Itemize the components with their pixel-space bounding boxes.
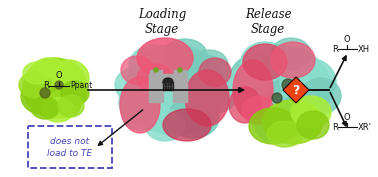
Ellipse shape <box>199 58 231 86</box>
FancyBboxPatch shape <box>173 74 187 102</box>
Ellipse shape <box>121 56 153 84</box>
Ellipse shape <box>163 109 211 141</box>
Ellipse shape <box>227 66 267 102</box>
Ellipse shape <box>241 42 289 82</box>
FancyBboxPatch shape <box>174 70 177 74</box>
Ellipse shape <box>42 98 74 122</box>
Ellipse shape <box>40 88 50 98</box>
Text: O: O <box>56 71 62 80</box>
Text: Ppant: Ppant <box>70 81 92 90</box>
Polygon shape <box>283 77 309 103</box>
Ellipse shape <box>55 81 63 89</box>
Ellipse shape <box>31 97 59 119</box>
Ellipse shape <box>235 46 331 134</box>
Ellipse shape <box>272 93 282 103</box>
FancyBboxPatch shape <box>163 74 173 90</box>
Ellipse shape <box>23 58 87 118</box>
Ellipse shape <box>137 64 173 92</box>
Ellipse shape <box>125 45 225 135</box>
Text: R: R <box>332 45 338 55</box>
Ellipse shape <box>115 67 159 103</box>
Text: R: R <box>332 124 338 133</box>
Text: R: R <box>43 81 49 90</box>
Ellipse shape <box>301 78 341 114</box>
Text: load to TE: load to TE <box>47 149 93 158</box>
Ellipse shape <box>243 44 287 80</box>
Text: Release
Stage: Release Stage <box>245 8 291 36</box>
Ellipse shape <box>58 95 84 117</box>
Text: XR’: XR’ <box>358 124 372 133</box>
Ellipse shape <box>31 58 67 86</box>
Ellipse shape <box>145 109 185 141</box>
Ellipse shape <box>137 38 193 78</box>
Text: O: O <box>344 113 350 122</box>
Ellipse shape <box>49 60 89 96</box>
Ellipse shape <box>229 87 261 123</box>
FancyBboxPatch shape <box>163 82 173 90</box>
Ellipse shape <box>163 78 173 86</box>
Ellipse shape <box>192 50 228 80</box>
Ellipse shape <box>233 60 273 120</box>
FancyBboxPatch shape <box>150 70 153 74</box>
Ellipse shape <box>178 68 182 72</box>
Ellipse shape <box>263 100 323 144</box>
FancyBboxPatch shape <box>149 74 163 102</box>
Ellipse shape <box>230 54 286 102</box>
FancyBboxPatch shape <box>183 70 186 74</box>
Ellipse shape <box>163 39 207 71</box>
Ellipse shape <box>21 78 61 114</box>
FancyBboxPatch shape <box>159 70 162 74</box>
Ellipse shape <box>297 111 329 139</box>
Ellipse shape <box>119 78 175 126</box>
Ellipse shape <box>291 96 331 128</box>
Text: XH: XH <box>358 45 370 55</box>
Text: O: O <box>344 35 350 44</box>
Ellipse shape <box>45 90 81 118</box>
Ellipse shape <box>120 77 160 133</box>
Ellipse shape <box>193 77 237 113</box>
Ellipse shape <box>242 96 274 124</box>
Ellipse shape <box>271 38 311 70</box>
Ellipse shape <box>271 42 315 78</box>
FancyBboxPatch shape <box>28 126 112 168</box>
Ellipse shape <box>154 68 158 72</box>
Ellipse shape <box>19 72 51 98</box>
Ellipse shape <box>23 62 51 84</box>
FancyBboxPatch shape <box>155 70 158 74</box>
Ellipse shape <box>249 108 297 144</box>
Ellipse shape <box>167 98 219 138</box>
Ellipse shape <box>280 58 336 106</box>
Ellipse shape <box>173 55 233 105</box>
Text: Loading
Stage: Loading Stage <box>138 8 186 36</box>
Ellipse shape <box>129 45 181 85</box>
Ellipse shape <box>272 96 324 136</box>
Text: does not: does not <box>50 136 90 145</box>
FancyBboxPatch shape <box>178 70 181 74</box>
Ellipse shape <box>185 70 229 126</box>
Text: ?: ? <box>292 84 300 96</box>
Ellipse shape <box>122 100 158 130</box>
Ellipse shape <box>282 79 294 91</box>
Ellipse shape <box>267 121 303 147</box>
Ellipse shape <box>61 81 89 105</box>
Ellipse shape <box>255 110 295 142</box>
